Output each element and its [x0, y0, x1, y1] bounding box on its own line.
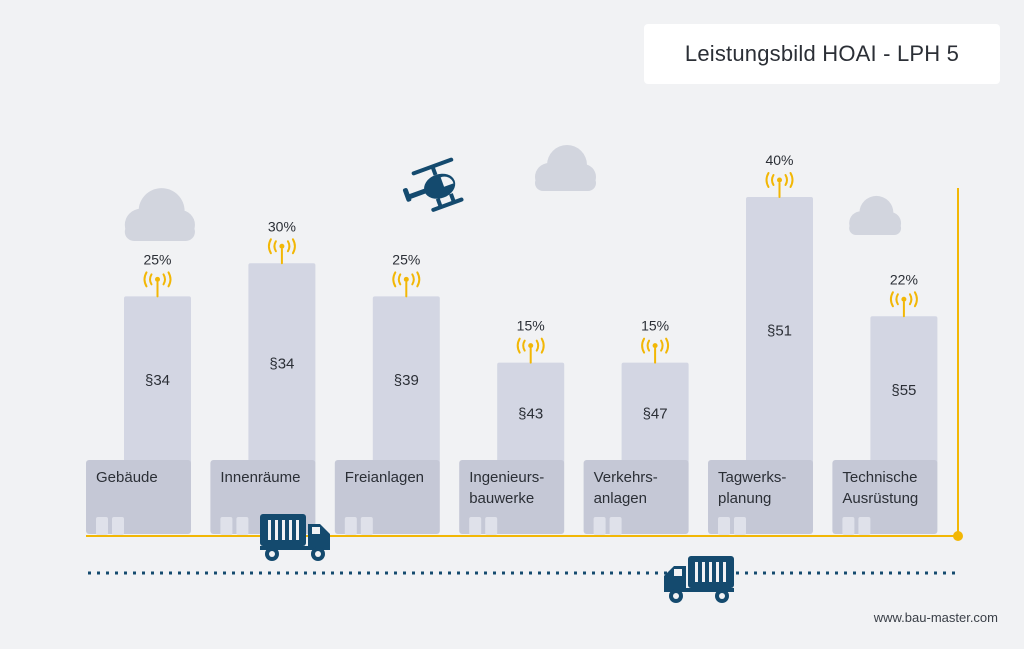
- bar-tower: [248, 263, 316, 464]
- paragraph-label: §43: [518, 405, 543, 422]
- bar-base: [86, 460, 191, 534]
- antenna-icon: [516, 337, 545, 364]
- base-window: [858, 517, 871, 535]
- chart-title: Leistungsbild HOAI - LPH 5: [644, 24, 1000, 84]
- bar-group: §55 Technische Ausrüstung 22%: [832, 271, 938, 535]
- category-label: Technische: [842, 469, 917, 486]
- base-window: [842, 517, 855, 535]
- bar-tower: [497, 362, 565, 464]
- category-label: Ingenieurs-: [469, 469, 544, 486]
- paragraph-label: §34: [145, 372, 170, 389]
- base-window: [112, 517, 124, 535]
- base-window: [236, 517, 249, 535]
- category-label: Verkehrs-: [594, 469, 658, 486]
- bar-tower: [372, 296, 440, 464]
- category-label: bauwerke: [469, 490, 534, 507]
- value-label: 15%: [517, 318, 545, 334]
- value-label: 25%: [392, 251, 420, 267]
- antenna-icon: [392, 271, 421, 298]
- paragraph-label: §47: [643, 405, 668, 422]
- bar-group: §43 Ingenieurs-bauwerke 15%: [459, 318, 565, 535]
- base-window: [220, 517, 233, 535]
- antenna-icon: [267, 238, 296, 265]
- antenna-icon: [889, 291, 918, 318]
- bar-group: §39 Freianlagen 25%: [334, 251, 440, 535]
- base-window: [485, 517, 498, 535]
- base-window: [344, 517, 357, 535]
- base-window: [96, 517, 108, 535]
- truck-icon: [260, 514, 330, 561]
- bar-group: §47 Verkehrs-anlagen 15%: [583, 318, 689, 535]
- bar-tower: [870, 316, 938, 464]
- value-label: 25%: [143, 251, 171, 267]
- category-label: Ausrüstung: [842, 490, 918, 507]
- category-label: planung: [718, 490, 771, 507]
- footer-url[interactable]: www.bau-master.com: [873, 610, 998, 625]
- base-window: [469, 517, 482, 535]
- bar-base: [583, 460, 689, 534]
- bar-group: §34 Gebäude 25%: [86, 251, 191, 535]
- helicopter-icon: [402, 157, 464, 212]
- value-label: 15%: [641, 318, 669, 334]
- bar-base: [334, 460, 440, 534]
- category-label: Tagwerks-: [718, 469, 786, 486]
- category-label: anlagen: [594, 490, 647, 507]
- category-label: Gebäude: [96, 469, 158, 486]
- truck-icon: [664, 556, 734, 603]
- value-label: 40%: [765, 152, 793, 168]
- cloud-icon: [849, 195, 902, 235]
- antenna-icon: [641, 337, 670, 364]
- value-label: 22%: [890, 271, 918, 287]
- bar-tower: [124, 296, 191, 464]
- value-label: 30%: [268, 218, 296, 234]
- cloud-icon: [535, 145, 596, 191]
- antenna-icon: [765, 172, 794, 198]
- bar-tower: [621, 362, 689, 464]
- paragraph-label: §51: [767, 323, 792, 340]
- base-window: [718, 517, 730, 535]
- bar-tower: [746, 197, 813, 464]
- bar-group: §51 Tagwerks-planung 40%: [708, 152, 813, 535]
- antenna-icon: [143, 271, 172, 298]
- paragraph-label: §55: [891, 382, 916, 399]
- bar-base: [708, 460, 813, 534]
- category-label: Freianlagen: [345, 469, 424, 486]
- bar-base: [832, 460, 938, 534]
- cloud-icon: [124, 188, 195, 241]
- paragraph-label: §39: [394, 372, 419, 389]
- base-window: [360, 517, 373, 535]
- axis-end-dot: [953, 531, 963, 541]
- category-label: Innenräume: [220, 469, 300, 486]
- base-window: [609, 517, 622, 535]
- base-window: [593, 517, 606, 535]
- base-window: [734, 517, 746, 535]
- bar-base: [459, 460, 565, 534]
- paragraph-label: §34: [269, 356, 294, 373]
